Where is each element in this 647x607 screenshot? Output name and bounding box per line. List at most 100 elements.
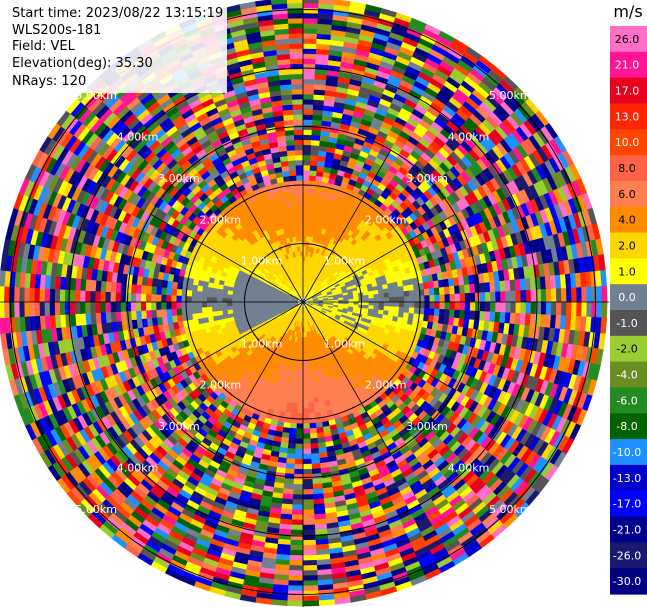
velocity-gate: [372, 289, 379, 295]
velocity-gate: [290, 524, 304, 531]
velocity-gate: [284, 468, 295, 475]
velocity-gate: [297, 403, 304, 409]
velocity-gate: [438, 286, 446, 296]
velocity-gate: [302, 190, 310, 196]
velocity-gate: [308, 185, 316, 192]
velocity-gate: [302, 149, 312, 156]
velocity-gate: [302, 347, 306, 353]
velocity-gate: [444, 301, 451, 310]
velocity-gate: [302, 225, 308, 232]
velocity-gate: [286, 396, 294, 404]
velocity-gate: [302, 93, 315, 100]
velocity-gate: [387, 287, 395, 294]
velocity-gate: [309, 175, 317, 182]
velocity-gate: [407, 312, 415, 320]
velocity-gate: [490, 301, 496, 313]
velocity-gate: [424, 301, 431, 309]
velocity-gate: [298, 382, 304, 389]
velocity-gate: [403, 290, 410, 297]
velocity-gate: [601, 285, 608, 303]
velocity-gate: [591, 301, 598, 318]
velocity-gate: [291, 509, 304, 516]
velocity-gate: [305, 352, 310, 358]
velocity-gate: [302, 210, 309, 217]
velocity-gate: [295, 443, 304, 450]
velocity-gate: [302, 367, 307, 374]
velocity-gate: [566, 287, 572, 303]
velocity-gate: [378, 293, 385, 299]
velocity-gate: [305, 362, 311, 369]
velocity-gate: [302, 428, 311, 435]
velocity-gate: [302, 144, 312, 151]
velocity-gate: [302, 509, 315, 516]
velocity-gate: [298, 372, 304, 379]
velocity-gate: [398, 291, 405, 298]
velocity-gate: [353, 301, 360, 306]
velocity-gate: [313, 406, 321, 414]
velocity-gate: [397, 285, 405, 293]
velocity-gate: [555, 301, 562, 316]
velocity-gate: [363, 294, 370, 300]
velocity-gate: [309, 170, 318, 177]
velocity-gate: [515, 301, 522, 314]
velocity-gate: [299, 352, 304, 359]
velocity-gate: [363, 298, 370, 303]
velocity-gate: [288, 559, 304, 566]
velocity-gate: [302, 2, 319, 9]
velocity-gate: [302, 164, 311, 171]
velocity-gate: [509, 312, 516, 325]
velocity-gate: [566, 301, 572, 317]
velocity-gate: [306, 382, 313, 389]
velocity-gate: [309, 159, 319, 167]
velocity-gate: [302, 484, 314, 490]
velocity-gate: [294, 453, 304, 460]
velocity-gate: [302, 499, 314, 506]
velocity-gate: [292, 499, 304, 506]
velocity-gate: [297, 392, 304, 399]
velocity-gate: [289, 422, 297, 429]
velocity-gate: [302, 519, 315, 526]
velocity-gate: [302, 377, 308, 384]
velocity-gate: [601, 301, 608, 319]
velocity-gate: [312, 200, 320, 208]
velocity-gate: [474, 292, 481, 303]
velocity-gate: [383, 292, 390, 299]
velocity-gate: [469, 310, 476, 321]
velocity-gate: [302, 433, 311, 440]
velocity-gate: [373, 297, 380, 303]
velocity-gate: [302, 397, 309, 404]
velocity-gate: [310, 144, 320, 151]
velocity-gate: [288, 570, 304, 577]
velocity-gate: [283, 483, 294, 490]
velocity-gate: [586, 301, 593, 318]
velocity-gate: [433, 308, 440, 317]
velocity-gate: [307, 210, 313, 217]
velocity-gate: [368, 294, 375, 299]
velocity-gate: [449, 293, 456, 303]
velocity-gate: [302, 88, 315, 95]
velocity-gate: [302, 0, 320, 4]
velocity-gate: [309, 422, 317, 429]
velocity-gate: [525, 301, 532, 315]
velocity-gate: [270, 599, 288, 607]
velocity-gate: [294, 372, 300, 379]
velocity-gate: [280, 508, 293, 515]
velocity-gate: [469, 283, 476, 294]
velocity-gate: [285, 406, 293, 414]
velocity-gate: [302, 403, 309, 409]
velocity-gate: [296, 423, 304, 430]
velocity-gate: [448, 285, 456, 295]
velocity-gate: [459, 301, 466, 311]
velocity-gate: [302, 98, 314, 105]
velocity-gate: [454, 301, 461, 311]
velocity-gate: [286, 600, 304, 607]
velocity-gate: [292, 494, 304, 500]
velocity-gate: [302, 154, 311, 161]
velocity-gate: [404, 296, 410, 303]
velocity-gate: [297, 397, 304, 404]
velocity-gate: [313, 190, 321, 198]
velocity-gate: [302, 408, 310, 414]
velocity-gate: [402, 285, 410, 292]
velocity-gate: [302, 549, 317, 556]
velocity-gate: [383, 305, 390, 312]
